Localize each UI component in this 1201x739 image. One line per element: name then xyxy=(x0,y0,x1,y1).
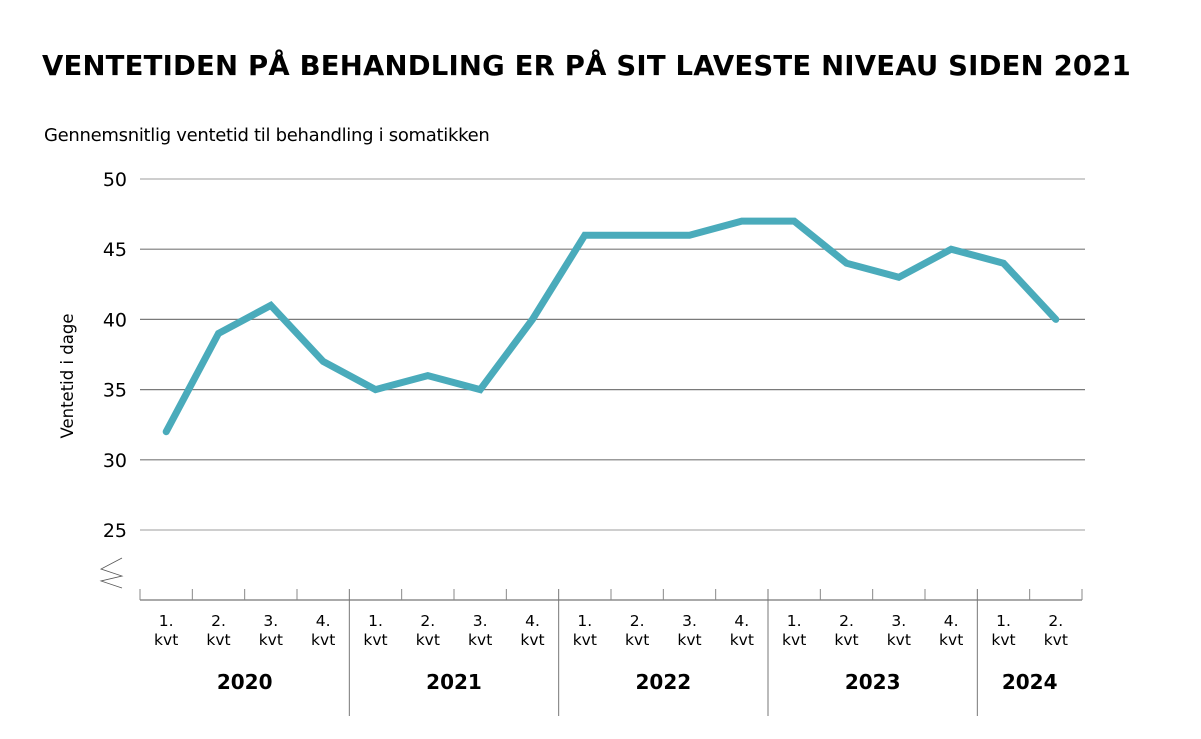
y-tick-label: 50 xyxy=(103,169,127,191)
x-tick-label-quarter: 4. xyxy=(944,612,959,630)
y-tick-label: 30 xyxy=(103,450,127,472)
x-tick-label-quarter: 4. xyxy=(525,612,540,630)
x-tick-label-unit: kvt xyxy=(206,631,230,649)
x-tick-label-unit: kvt xyxy=(259,631,283,649)
y-tick-label: 40 xyxy=(103,309,127,331)
x-tick-label-quarter: 1. xyxy=(159,612,174,630)
x-tick-label-unit: kvt xyxy=(468,631,492,649)
series-line xyxy=(162,217,1060,436)
x-tick-label-unit: kvt xyxy=(363,631,387,649)
series-line-group xyxy=(162,217,1060,436)
x-tick-label-unit: kvt xyxy=(311,631,335,649)
y-axis-ticks: 25 30 35 40 45 50 xyxy=(103,169,127,542)
x-tick-label-quarter: 3. xyxy=(473,612,488,630)
chart-subtitle: Gennemsnitlig ventetid til behandling i … xyxy=(44,125,490,146)
x-tick-label-unit: kvt xyxy=(677,631,701,649)
x-tick-label-quarter: 2. xyxy=(839,612,854,630)
x-tick-label-quarter: 1. xyxy=(368,612,383,630)
chart-title: VENTETIDEN PÅ BEHANDLING ER PÅ SIT LAVES… xyxy=(42,50,1131,82)
y-axis-break-icon xyxy=(99,557,124,589)
gridlines xyxy=(140,178,1085,531)
y-tick-label: 45 xyxy=(103,239,127,261)
x-tick-label-unit: kvt xyxy=(887,631,911,649)
x-axis: 1.kvt2.kvt3.kvt4.kvt1.kvt2.kvt3.kvt4.kvt… xyxy=(139,589,1083,716)
x-tick-label-quarter: 2. xyxy=(420,612,435,630)
year-label: 2022 xyxy=(635,670,691,694)
x-tick-label-quarter: 4. xyxy=(734,612,749,630)
x-tick-label-quarter: 2. xyxy=(630,612,645,630)
x-tick-label-unit: kvt xyxy=(730,631,754,649)
y-tick-label: 25 xyxy=(103,520,127,542)
x-tick-label-unit: kvt xyxy=(573,631,597,649)
x-tick-label-quarter: 4. xyxy=(316,612,331,630)
x-tick-label-quarter: 1. xyxy=(577,612,592,630)
x-tick-label-unit: kvt xyxy=(416,631,440,649)
year-label: 2024 xyxy=(1002,670,1058,694)
year-label: 2023 xyxy=(845,670,901,694)
year-label: 2021 xyxy=(426,670,482,694)
x-tick-label-unit: kvt xyxy=(834,631,858,649)
x-tick-label-unit: kvt xyxy=(1044,631,1068,649)
x-tick-label-quarter: 1. xyxy=(996,612,1011,630)
x-tick-label-unit: kvt xyxy=(782,631,806,649)
x-tick-label-quarter: 3. xyxy=(263,612,278,630)
x-tick-label-unit: kvt xyxy=(625,631,649,649)
x-tick-label-quarter: 3. xyxy=(891,612,906,630)
x-tick-label-unit: kvt xyxy=(991,631,1015,649)
x-tick-label-unit: kvt xyxy=(520,631,544,649)
x-tick-label-unit: kvt xyxy=(939,631,963,649)
y-tick-label: 35 xyxy=(103,380,127,402)
x-tick-label-quarter: 1. xyxy=(787,612,802,630)
x-tick-label-quarter: 2. xyxy=(211,612,226,630)
year-label: 2020 xyxy=(217,670,273,694)
y-axis-label: Ventetid i dage xyxy=(58,313,77,438)
x-tick-label-quarter: 3. xyxy=(682,612,697,630)
x-tick-label-quarter: 2. xyxy=(1048,612,1063,630)
x-tick-label-unit: kvt xyxy=(154,631,178,649)
